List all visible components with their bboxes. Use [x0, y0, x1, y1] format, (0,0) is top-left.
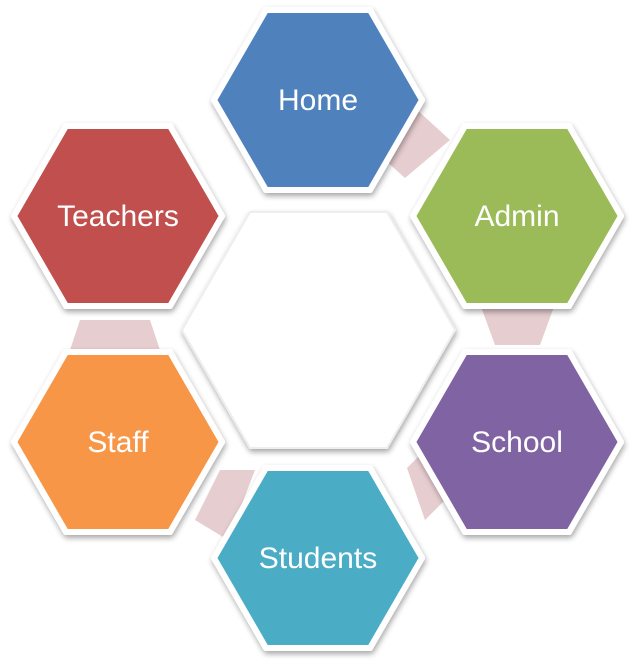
hex-label-students: Students [259, 542, 377, 575]
hex-node-teachers[interactable]: Teachers [11, 123, 225, 309]
hex-label-teachers: Teachers [57, 200, 179, 233]
center-hexagon [180, 211, 457, 449]
connector-students-staff [195, 470, 255, 540]
hex-shape-school [410, 349, 624, 535]
hex-node-home[interactable]: Home [211, 7, 425, 193]
hex-label-home: Home [278, 84, 358, 117]
hex-node-admin[interactable]: Admin [410, 123, 624, 309]
connector-admin-school [480, 304, 555, 345]
hex-shape-admin [410, 123, 624, 309]
hex-label-staff: Staff [87, 426, 149, 459]
hex-label-school: School [471, 426, 563, 459]
connector-school-students [407, 450, 455, 520]
hex-shape-teachers [11, 123, 225, 309]
connector-staff-teachers [70, 320, 160, 350]
hex-node-staff[interactable]: Staff [11, 349, 225, 535]
hex-node-school[interactable]: School [410, 349, 624, 535]
hex-shape-staff [11, 349, 225, 535]
hex-node-students[interactable]: Students [211, 465, 425, 651]
connector-group [70, 108, 555, 540]
hex-label-admin: Admin [474, 200, 559, 233]
hex-shape-students [211, 465, 425, 651]
hex-shape-home [211, 7, 425, 193]
connector-home-admin [385, 108, 450, 178]
